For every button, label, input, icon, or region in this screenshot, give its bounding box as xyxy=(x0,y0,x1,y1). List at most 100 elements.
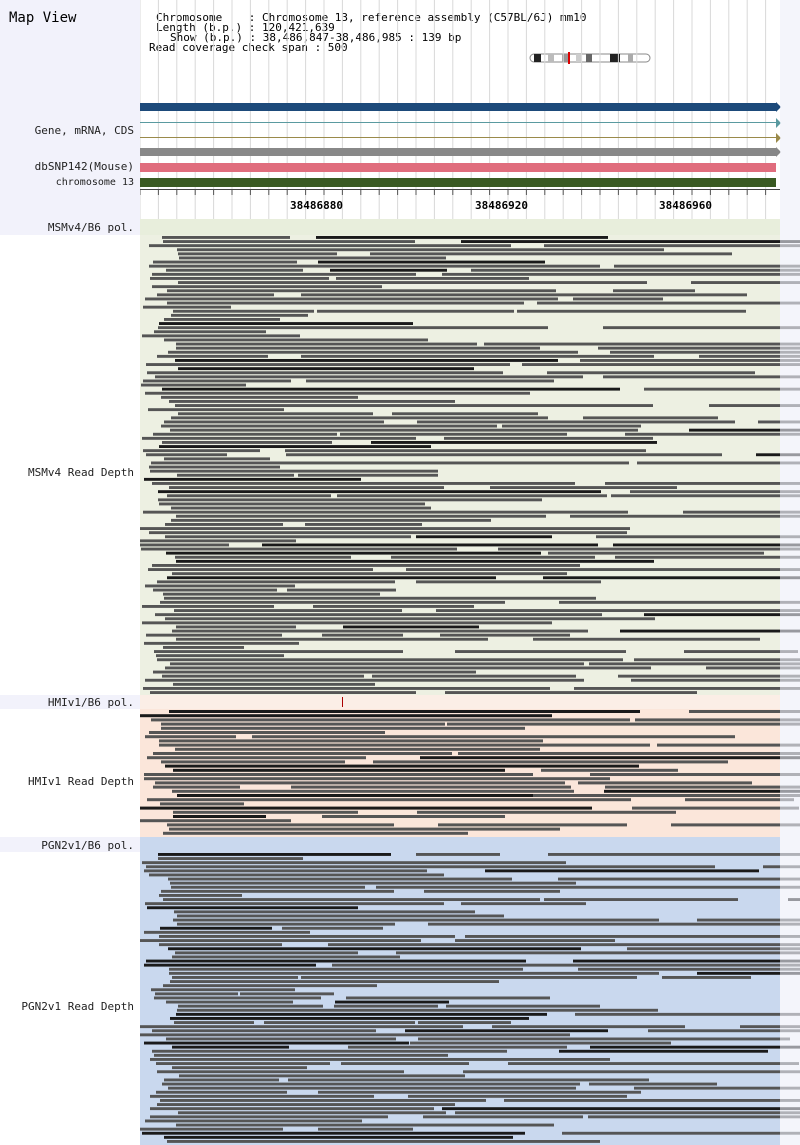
read xyxy=(461,902,586,906)
read xyxy=(167,1140,600,1143)
read xyxy=(262,543,598,547)
read xyxy=(644,613,800,617)
read xyxy=(301,976,637,979)
chromosome-line: Chromosome : Chromosome 13, reference as… xyxy=(156,11,587,24)
hmi-pol-row xyxy=(0,695,140,709)
cds-line[interactable] xyxy=(140,137,776,138)
read xyxy=(154,650,403,653)
read xyxy=(153,785,240,789)
gene-bar[interactable] xyxy=(140,103,776,111)
read xyxy=(163,984,377,988)
read xyxy=(173,815,266,818)
read xyxy=(590,773,800,776)
read xyxy=(630,490,800,494)
read xyxy=(146,363,510,366)
read xyxy=(458,752,800,755)
hmi-read-panel[interactable] xyxy=(140,709,800,837)
read xyxy=(146,453,227,457)
read xyxy=(159,739,543,743)
read xyxy=(322,633,403,637)
read xyxy=(159,322,413,325)
pgn-depth-label: PGN2v1 Read Depth xyxy=(21,1000,134,1013)
read xyxy=(603,375,800,379)
msm-depth-label: MSMv4 Read Depth xyxy=(28,466,134,479)
read xyxy=(143,379,291,383)
read xyxy=(140,714,552,718)
read xyxy=(418,1021,511,1024)
read xyxy=(417,420,735,424)
read xyxy=(167,823,394,827)
read xyxy=(143,510,628,514)
msm-pol-track[interactable] xyxy=(140,219,780,235)
gene-track-label: Gene, mRNA, CDS xyxy=(34,124,134,137)
read xyxy=(156,1062,330,1065)
length-line: Length (b.p.) : 120,421,639 xyxy=(156,21,335,34)
read xyxy=(153,432,337,436)
read xyxy=(634,1086,800,1090)
read xyxy=(170,980,499,983)
pgn-pol-track[interactable] xyxy=(140,837,780,852)
read xyxy=(428,922,800,926)
read xyxy=(613,289,695,293)
read xyxy=(142,605,274,608)
read xyxy=(548,853,800,856)
read xyxy=(162,236,290,239)
read xyxy=(147,371,503,375)
chromosome-ideogram[interactable] xyxy=(528,52,652,64)
snp-bar[interactable] xyxy=(140,163,776,172)
read xyxy=(144,869,427,873)
read xyxy=(697,971,800,975)
read xyxy=(168,877,512,881)
read xyxy=(301,293,747,297)
read xyxy=(522,363,800,366)
read xyxy=(155,375,583,379)
read xyxy=(151,461,629,465)
read xyxy=(165,764,639,768)
read xyxy=(589,662,800,666)
read xyxy=(163,646,244,649)
chrom-track-label: chromosome 13 xyxy=(55,177,134,188)
read xyxy=(578,967,800,971)
read xyxy=(149,244,511,248)
read xyxy=(442,1107,800,1111)
read xyxy=(164,318,280,321)
read xyxy=(143,687,550,690)
read xyxy=(420,756,800,760)
read xyxy=(171,313,308,317)
read xyxy=(144,930,310,934)
ruler-tick-label: 38486880 xyxy=(290,199,343,212)
read xyxy=(149,531,627,535)
read xyxy=(149,465,280,469)
read xyxy=(166,1000,293,1004)
read xyxy=(161,424,497,428)
read xyxy=(172,1066,307,1070)
read xyxy=(140,527,630,530)
right-scroll-strip[interactable] xyxy=(780,0,800,1145)
gray-feature-bar[interactable] xyxy=(140,148,776,156)
read xyxy=(596,535,800,539)
read xyxy=(159,502,425,506)
mrna-line[interactable] xyxy=(140,122,776,123)
read xyxy=(376,885,800,889)
msm-read-panel[interactable] xyxy=(140,235,800,695)
read xyxy=(140,819,291,823)
read xyxy=(316,236,608,239)
read xyxy=(161,395,358,399)
read xyxy=(145,297,558,301)
read xyxy=(162,387,620,391)
hmi-pol-track[interactable] xyxy=(140,695,780,709)
read xyxy=(164,457,270,461)
read xyxy=(657,743,800,747)
read xyxy=(147,906,358,910)
pgn-read-panel[interactable] xyxy=(140,852,800,1145)
chrom-bar[interactable] xyxy=(140,178,776,187)
read xyxy=(485,869,759,873)
read xyxy=(175,404,653,407)
read xyxy=(490,486,677,489)
read xyxy=(570,514,800,518)
read xyxy=(605,482,800,485)
read xyxy=(533,637,760,641)
read xyxy=(167,576,496,580)
read xyxy=(396,951,800,955)
label-column xyxy=(0,0,140,235)
